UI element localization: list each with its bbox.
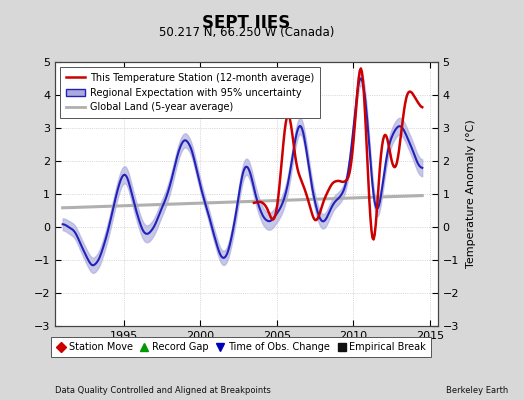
Text: Berkeley Earth: Berkeley Earth (446, 386, 508, 395)
Y-axis label: Temperature Anomaly (°C): Temperature Anomaly (°C) (466, 120, 476, 268)
Text: SEPT IIES: SEPT IIES (202, 14, 290, 32)
Legend: Station Move, Record Gap, Time of Obs. Change, Empirical Break: Station Move, Record Gap, Time of Obs. C… (51, 338, 431, 357)
Text: Data Quality Controlled and Aligned at Breakpoints: Data Quality Controlled and Aligned at B… (55, 386, 271, 395)
Legend: This Temperature Station (12-month average), Regional Expectation with 95% uncer: This Temperature Station (12-month avera… (60, 67, 320, 118)
Text: 50.217 N, 66.250 W (Canada): 50.217 N, 66.250 W (Canada) (159, 26, 334, 39)
